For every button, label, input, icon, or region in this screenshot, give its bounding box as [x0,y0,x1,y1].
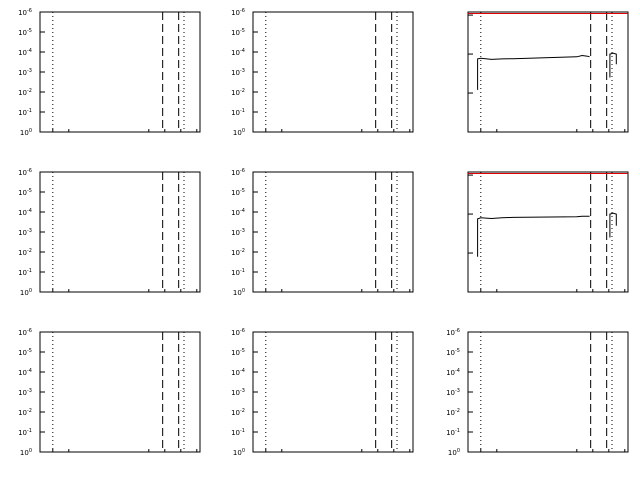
events-series-1 [477,54,590,90]
y-tick-label: 10-1 [231,108,245,117]
plot-frame [252,171,414,293]
y-tick-label: 10-1 [18,108,32,117]
y-tick-label: 10-4 [231,368,245,377]
detector-panel-1: 100 10-1 10-2 10-3 10-4 10-5 10-6 [18,8,201,137]
y-tick-label: 10-4 [18,368,32,377]
plot-frame [39,11,201,133]
plot-frame [467,171,629,293]
y-tick-label: 100 [20,288,32,297]
y-tick-label: 10-1 [231,268,245,277]
plot-frame [252,331,414,453]
y-tick-label: 10-6 [18,168,32,177]
y-tick-label: 10-6 [231,168,245,177]
y-tick-label: 10-4 [231,208,245,217]
events-series-2 [609,52,617,78]
y-tick-label: 10-6 [446,328,460,337]
y-tick-label: 100 [233,288,245,297]
y-tick-label: 10-2 [18,88,32,97]
y-tick-label: 10-4 [446,368,460,377]
y-tick-label: 100 [233,448,245,457]
plot-frame [252,11,414,133]
y-tick-label: 10-4 [18,48,32,57]
y-tick-label: 100 [233,128,245,137]
events-series-1 [477,215,590,257]
y-tick-label: 10-5 [18,348,32,357]
y-tick-label: 10-6 [231,328,245,337]
plot-frame [467,11,629,133]
y-tick-label: 10-1 [18,428,32,437]
y-tick-label: 10-2 [231,248,245,257]
y-tick-label: 10-5 [231,348,245,357]
y-tick-label: 10-2 [446,408,460,417]
y-tick-label: 10-5 [231,188,245,197]
detector-panel-4: 100 10-1 10-2 10-3 10-4 10-5 10-6 [18,168,201,297]
detector-panel-5: 100 10-1 10-2 10-3 10-4 10-5 10-6 [231,168,414,297]
y-tick-label: 10-3 [18,228,32,237]
detector-panel-6 [467,171,629,293]
y-tick-label: 100 [20,128,32,137]
detector-panel-2: 100 10-1 10-2 10-3 10-4 10-5 10-6 [231,8,414,137]
y-tick-label: 10-1 [231,428,245,437]
plot-frame [39,171,201,293]
y-tick-label: 10-5 [231,28,245,37]
y-tick-label: 10-6 [231,8,245,17]
detector-panel-7: 100 10-1 10-2 10-3 10-4 10-5 10-6 [18,328,201,457]
y-tick-label: 10-2 [231,88,245,97]
y-tick-label: 10-3 [18,68,32,77]
y-tick-label: 10-2 [18,408,32,417]
y-tick-label: 100 [20,448,32,457]
events-series-2 [609,212,617,238]
detector-panel-8: 100 10-1 10-2 10-3 10-4 10-5 10-6 [231,328,414,457]
y-tick-label: 10-3 [231,228,245,237]
y-tick-label: 10-4 [18,208,32,217]
y-tick-label: 10-5 [18,28,32,37]
detector-panel-9: 100 10-1 10-2 10-3 10-4 10-5 10-6 [446,328,629,457]
y-tick-label: 100 [448,448,460,457]
y-tick-label: 10-3 [18,388,32,397]
y-tick-label: 10-3 [446,388,460,397]
y-tick-label: 10-1 [446,428,460,437]
detector-panel-3 [467,11,629,133]
plot-frame [39,331,201,453]
y-tick-label: 10-5 [446,348,460,357]
y-tick-label: 10-2 [18,248,32,257]
y-tick-label: 10-4 [231,48,245,57]
y-tick-label: 10-1 [18,268,32,277]
y-tick-label: 10-6 [18,8,32,17]
y-tick-label: 10-5 [18,188,32,197]
y-tick-label: 10-2 [231,408,245,417]
y-tick-label: 10-3 [231,68,245,77]
y-tick-label: 10-3 [231,388,245,397]
y-tick-label: 10-6 [18,328,32,337]
plot-frame [467,331,629,453]
